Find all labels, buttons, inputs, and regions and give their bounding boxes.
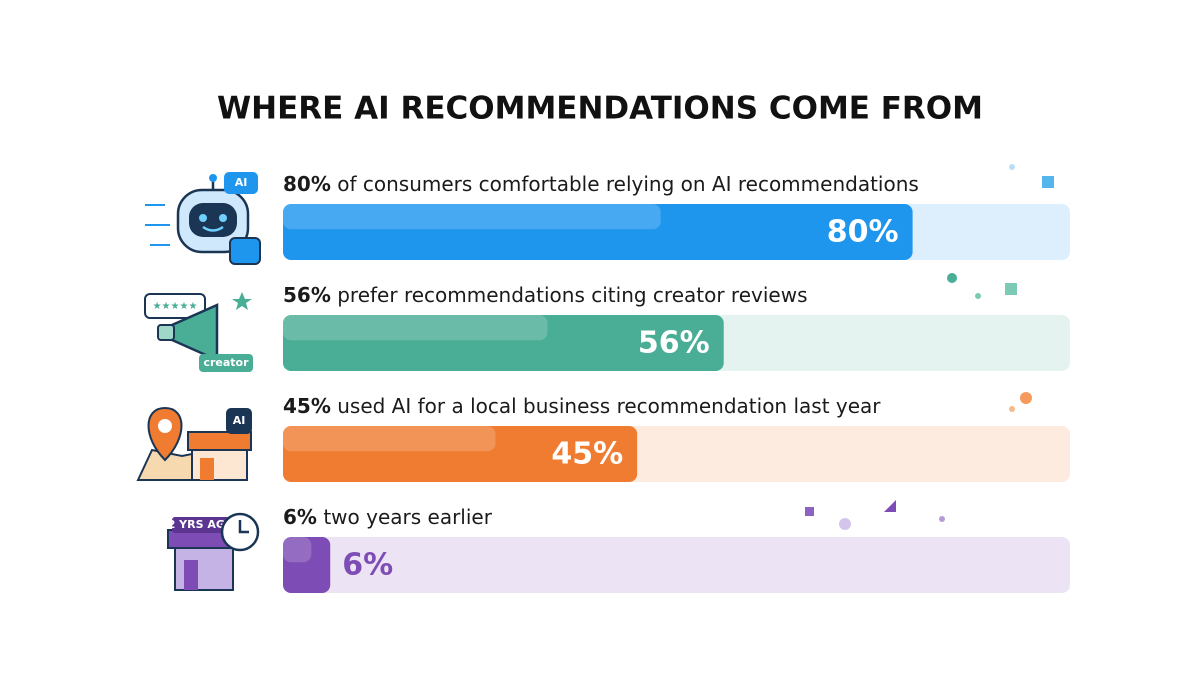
store-map-icon: AI [136,406,252,481]
megaphone-icon: ★★★★★ creator [144,292,253,372]
svg-text:★★★★★: ★★★★★ [153,301,198,312]
bar [283,315,724,371]
bar-label: 6% two years earlier [283,505,493,529]
bar [283,204,913,260]
icon-label: AI [235,176,248,189]
value-label: 45% [551,437,623,472]
bar-highlight [283,204,661,230]
value-label: 80% [827,215,899,250]
value-label: 56% [638,326,710,361]
bar-highlight [283,315,548,341]
bar-label: 80% of consumers comfortable relying on … [283,172,919,196]
icon-label: AI [233,414,246,427]
icon-label: creator [203,356,249,369]
robot-icon: AI [145,172,261,265]
decoration [805,164,1054,530]
bar-label: 56% prefer recommendations citing creato… [283,283,808,307]
icon-label: 2 YRS AGO [168,518,235,531]
bar [283,426,638,482]
value-label: 6% [342,548,393,583]
clock-store-icon: 2 YRS AGO [167,512,260,591]
bar-highlight [283,537,312,563]
bar-highlight [283,426,496,452]
bar [283,537,331,593]
bar-label: 45% used AI for a local business recomme… [283,394,881,418]
chart-title: WHERE AI RECOMMENDATIONS COME FROM [217,91,983,127]
bar-track [283,537,1070,593]
